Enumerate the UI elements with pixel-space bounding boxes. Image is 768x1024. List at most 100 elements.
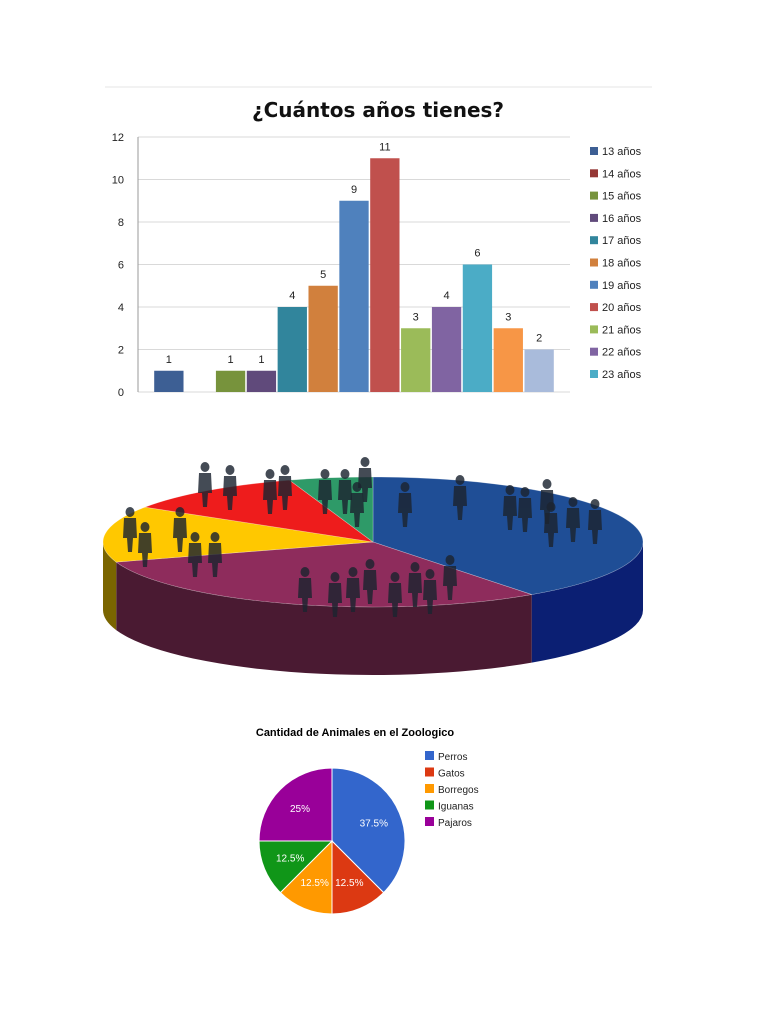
- bar: [401, 328, 431, 392]
- legend-label: 22 años: [602, 347, 642, 359]
- person-silhouette: [338, 469, 352, 514]
- silhouette-head: [390, 572, 400, 582]
- legend-swatch: [590, 258, 598, 267]
- pie-3d-side: [531, 542, 643, 663]
- silhouette-body: [588, 510, 602, 544]
- silhouette-head: [200, 462, 210, 472]
- person-silhouette: [363, 559, 377, 604]
- silhouette-body: [138, 533, 152, 567]
- legend-swatch: [425, 800, 434, 810]
- pie-slice-label: 12.5%: [335, 878, 363, 889]
- silhouette-body: [298, 578, 312, 612]
- legend-label: 21 años: [602, 324, 642, 336]
- bar: [370, 158, 400, 392]
- silhouette-body: [518, 498, 532, 532]
- bar-data-label: 3: [413, 311, 419, 323]
- y-tick-label: 0: [118, 387, 124, 399]
- silhouette-head: [568, 497, 578, 507]
- pie-slice: [258, 840, 334, 894]
- silhouette-head: [175, 507, 185, 517]
- person-silhouette: [298, 567, 312, 612]
- person-silhouette: [566, 497, 580, 542]
- legend-label: 16 años: [602, 213, 642, 225]
- legend-label: Perros: [438, 752, 467, 763]
- legend-swatch: [590, 370, 598, 378]
- silhouette-body: [388, 583, 402, 617]
- person-silhouette: [346, 567, 360, 612]
- silhouette-body: [453, 486, 467, 520]
- person-silhouette: [208, 532, 222, 577]
- silhouette-head: [125, 507, 135, 517]
- bar-data-label: 4: [289, 290, 295, 302]
- bar-chart-panel: ¿Cuántos años tienes? 0 2 4 6 8 10 12 1 1 1 4 5 9 11 3 4…: [105, 85, 652, 405]
- legend-swatch: [590, 303, 598, 312]
- silhouette-body: [544, 513, 558, 547]
- person-silhouette: [588, 499, 602, 544]
- person-silhouette: [518, 487, 532, 532]
- silhouette-body: [198, 473, 212, 507]
- bar: [215, 370, 246, 392]
- legend-swatch: [590, 169, 598, 178]
- bar: [277, 307, 307, 392]
- silhouette-head: [455, 475, 465, 485]
- bar: [154, 370, 184, 392]
- person-silhouette: [408, 562, 422, 607]
- pie-slice-label: 25%: [290, 804, 310, 815]
- bar: [431, 307, 462, 392]
- legend-label: 13 años: [602, 146, 642, 158]
- person-silhouette: [453, 475, 467, 520]
- pie-3d-panel: [95, 440, 655, 690]
- pie-slice: [279, 839, 333, 915]
- pie-3d-side: [116, 562, 532, 675]
- silhouette-body: [328, 583, 342, 617]
- pie-3d-chart: [102, 457, 644, 675]
- person-silhouette: [198, 462, 212, 507]
- pie-slice: [331, 767, 406, 894]
- silhouette-body: [278, 476, 292, 510]
- silhouette-head: [505, 485, 515, 495]
- legend-swatch: [590, 280, 598, 289]
- silhouette-body: [443, 566, 457, 600]
- bar-data-label: 6: [474, 248, 480, 260]
- legend-label: 15 años: [602, 191, 642, 203]
- pie-2d-chart: Cantidad de Animales en el Zoologico 37.5…: [256, 727, 479, 915]
- legend-swatch: [590, 325, 598, 334]
- person-silhouette: [388, 572, 402, 617]
- silhouette-head: [330, 572, 340, 582]
- silhouette-head: [348, 567, 358, 577]
- silhouette-body: [318, 480, 332, 514]
- legend-swatch: [590, 236, 598, 245]
- y-tick-label: 10: [112, 175, 124, 187]
- legend-swatch: [425, 751, 434, 760]
- silhouette-body: [358, 468, 372, 502]
- silhouette-body: [188, 543, 202, 577]
- silhouette-body: [363, 570, 377, 604]
- person-silhouette: [398, 482, 412, 527]
- person-silhouette: [138, 522, 152, 567]
- y-tick-label: 6: [118, 260, 124, 272]
- person-silhouette: [544, 502, 558, 547]
- pie-slice-label: 37.5%: [360, 819, 388, 830]
- silhouette-body: [398, 493, 412, 527]
- legend-label: Pajaros: [438, 818, 472, 829]
- bar-data-label: 1: [258, 354, 264, 366]
- silhouette-head: [425, 569, 435, 579]
- silhouette-head: [265, 469, 275, 479]
- person-silhouette: [503, 485, 517, 530]
- silhouette-body: [408, 573, 422, 607]
- legend-swatch: [590, 147, 598, 155]
- person-silhouette: [263, 469, 277, 514]
- silhouette-head: [542, 479, 552, 489]
- person-silhouette: [278, 465, 292, 510]
- person-silhouette: [123, 507, 137, 552]
- legend-swatch: [590, 191, 598, 200]
- pie-slice: [331, 839, 385, 915]
- pie-slice-label: 12.5%: [276, 853, 304, 864]
- person-silhouette: [188, 532, 202, 577]
- silhouette-body: [566, 508, 580, 542]
- silhouette-head: [400, 482, 410, 492]
- silhouette-body: [263, 480, 277, 514]
- silhouette-head: [210, 532, 220, 542]
- silhouette-head: [410, 562, 420, 572]
